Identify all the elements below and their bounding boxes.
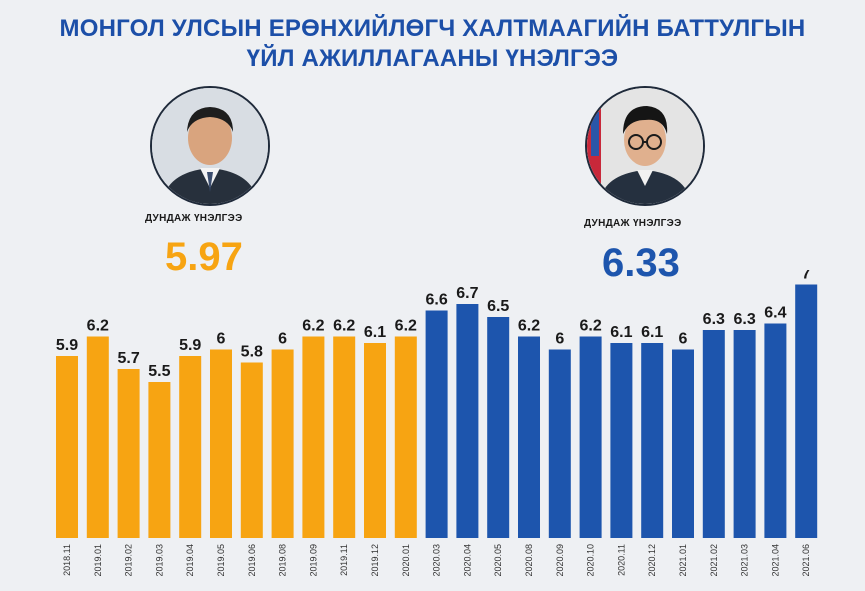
bar-2019.06 <box>240 362 263 538</box>
data-label-2020.04: 6.7 <box>456 285 478 302</box>
avg-label-right: ДУНДАЖ ҮНЭЛГЭЭ <box>584 218 682 229</box>
tick-label-2020.01: 2020.01 <box>401 544 411 577</box>
tick-label-2020.10: 2020.10 <box>586 544 596 577</box>
tick-label-2021.04: 2021.04 <box>770 544 780 577</box>
tick-label-2019.05: 2019.05 <box>216 544 226 577</box>
bar-2019.04 <box>179 356 202 538</box>
data-label-2021.04: 6.4 <box>764 305 786 322</box>
data-label-2019.11: 6.2 <box>333 318 355 335</box>
title-line-1: МОНГОЛ УЛСЫН ЕРӨНХИЙЛӨГЧ ХАЛТМААГИЙН БАТ… <box>59 15 806 42</box>
tick-label-2021.06: 2021.06 <box>801 544 811 577</box>
data-label-2020.01: 6.2 <box>395 318 417 335</box>
data-label-2020.11: 6.1 <box>610 324 632 341</box>
bar-2021.04 <box>764 323 787 538</box>
data-label-2020.08: 6.2 <box>518 318 540 335</box>
tick-label-2020.05: 2020.05 <box>493 544 503 577</box>
data-label-2020.10: 6.2 <box>579 318 601 335</box>
bar-2020.05 <box>487 317 510 538</box>
data-label-2019.02: 5.7 <box>117 350 139 367</box>
bar-2019.12 <box>364 343 386 538</box>
data-label-2021.01: 6 <box>679 331 688 348</box>
tick-label-2021.02: 2021.02 <box>709 544 719 577</box>
bar-2020.08 <box>518 336 540 538</box>
bar-2020.03 <box>425 310 448 538</box>
data-label-2019.12: 6.1 <box>364 324 386 341</box>
tick-label-2021.03: 2021.03 <box>740 544 750 577</box>
tick-label-2019.08: 2019.08 <box>278 544 288 577</box>
bar-2020.11 <box>610 343 633 538</box>
bar-2019.05 <box>210 349 232 538</box>
bar-2021.03 <box>733 330 756 538</box>
bar-2020.09 <box>548 349 571 538</box>
data-label-2020.03: 6.6 <box>425 292 447 309</box>
bar-2021.01 <box>672 349 694 538</box>
tick-label-2019.12: 2019.12 <box>370 544 380 577</box>
tick-label-2020.04: 2020.04 <box>462 544 472 577</box>
title-line-2: ҮЙЛ АЖИЛЛАГААНЫ ҮНЭЛГЭЭ <box>246 45 619 72</box>
data-label-2018.11: 5.9 <box>56 337 78 354</box>
data-label-2019.08: 6 <box>278 331 287 348</box>
tick-label-2020.08: 2020.08 <box>524 544 534 577</box>
data-label-2019.05: 6 <box>217 331 226 348</box>
data-label-2019.03: 5.5 <box>148 363 170 380</box>
avg-label-left: ДУНДАЖ ҮНЭЛГЭЭ <box>145 213 243 224</box>
tick-label-2019.04: 2019.04 <box>185 544 195 577</box>
bar-2021.06 <box>795 284 818 538</box>
page-title: МОНГОЛ УЛСЫН ЕРӨНХИЙЛӨГЧ ХАЛТМААГИЙН БАТ… <box>0 14 865 74</box>
tick-label-2020.12: 2020.12 <box>647 544 657 577</box>
data-label-2020.09: 6 <box>555 331 564 348</box>
bar-chart: 5.9 2018.11 6.2 2019.01 5.7 2019.02 5.5 2019.03… <box>56 270 818 577</box>
portrait-right <box>585 86 705 206</box>
tick-label-2020.11: 2020.11 <box>616 544 626 576</box>
portrait-left <box>150 86 270 206</box>
bar-2019.09 <box>302 336 325 538</box>
tick-label-2019.03: 2019.03 <box>154 544 164 577</box>
bar-2020.10 <box>579 336 602 538</box>
bar-2020.04 <box>456 304 479 538</box>
bar-2020.12 <box>641 343 664 538</box>
data-label-2021.03: 6.3 <box>733 311 755 328</box>
bar-2019.08 <box>271 349 294 538</box>
avg-value-left: 5.97 <box>165 235 243 279</box>
bar-2019.01 <box>86 336 109 538</box>
tick-label-2019.09: 2019.09 <box>308 544 318 577</box>
bar-2020.01 <box>394 336 417 538</box>
tick-label-2019.01: 2019.01 <box>93 544 103 577</box>
data-label-2019.09: 6.2 <box>302 318 324 335</box>
bar-2019.11 <box>333 336 356 538</box>
portrait-right-figure <box>587 88 703 204</box>
bar-2021.02 <box>702 330 725 538</box>
data-label-2019.01: 6.2 <box>87 318 109 335</box>
data-label-2020.05: 6.5 <box>487 298 509 315</box>
data-label-2019.06: 5.8 <box>241 344 263 361</box>
data-label-2021.02: 6.3 <box>703 311 725 328</box>
bar-2019.02 <box>117 369 140 538</box>
tick-label-2018.11: 2018.11 <box>62 544 72 576</box>
avg-value-right: 6.33 <box>602 241 680 285</box>
data-label-2019.04: 5.9 <box>179 337 201 354</box>
tick-label-2019.11: 2019.11 <box>339 544 349 576</box>
bar-2018.11 <box>56 356 78 538</box>
tick-label-2021.01: 2021.01 <box>678 544 688 577</box>
tick-label-2020.09: 2020.09 <box>555 544 565 577</box>
tick-label-2019.02: 2019.02 <box>124 544 134 577</box>
tick-label-2019.06: 2019.06 <box>247 544 257 577</box>
portrait-left-figure <box>152 88 268 204</box>
data-label-2021.06: 7 <box>802 270 811 283</box>
bar-2019.03 <box>148 382 171 538</box>
data-label-2020.12: 6.1 <box>641 324 663 341</box>
tick-label-2020.03: 2020.03 <box>432 544 442 577</box>
